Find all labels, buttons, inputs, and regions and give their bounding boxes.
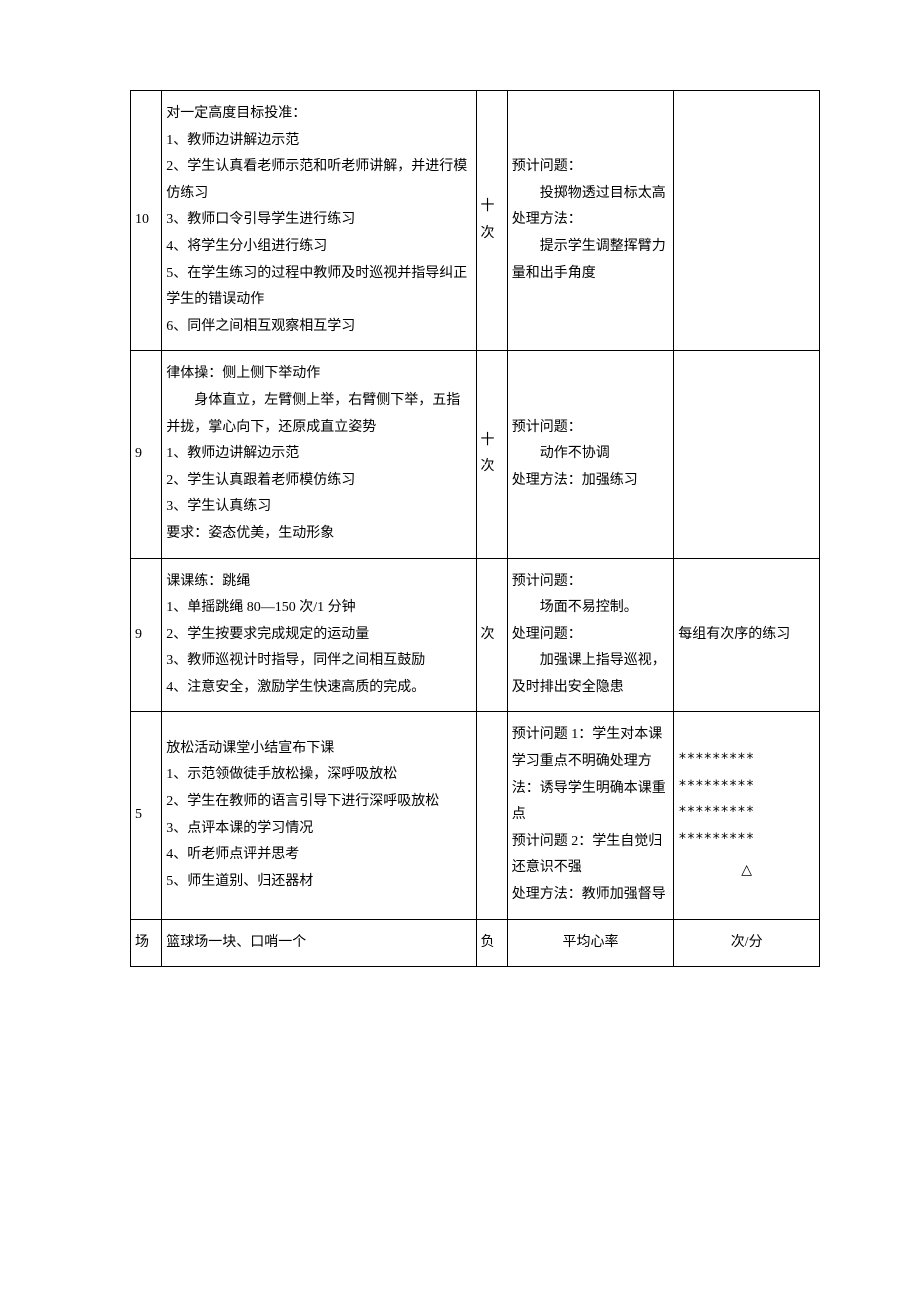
content-line: 身体直立，左臂侧上举，右臂侧下举，五指并拢，掌心向下，还原成直立姿势 <box>166 388 471 441</box>
notes-cell: ************************************△ <box>674 712 820 919</box>
content-cell: 放松活动课堂小结宣布下课1、示范领做徒手放松操，深呼吸放松2、学生在教师的语言引… <box>162 712 476 919</box>
issue-line: 预计问题 2：学生自觉归还意识不强 <box>512 829 670 882</box>
content-line: 1、教师边讲解边示范 <box>166 128 471 155</box>
issues-cell: 预计问题： 场面不易控制。处理问题： 加强课上指导巡视，及时排出安全隐患 <box>507 558 674 712</box>
note-line: ********* <box>678 746 815 773</box>
note-line: ********* <box>678 773 815 800</box>
count-cell: 十次 <box>476 91 507 351</box>
count-cell: 次 <box>476 558 507 712</box>
content-cell: 课课练：跳绳1、单摇跳绳 80—150 次/1 分钟2、学生按要求完成规定的运动… <box>162 558 476 712</box>
issue-line: 提示学生调整挥臂力量和出手角度 <box>512 234 670 287</box>
time-cell: 10 <box>131 91 162 351</box>
content-line: 律体操：侧上侧下举动作 <box>166 361 471 388</box>
issue-line: 加强课上指导巡视，及时排出安全隐患 <box>512 648 670 701</box>
content-line: 5、在学生练习的过程中教师及时巡视并指导纠正学生的错误动作 <box>166 261 471 314</box>
content-line: 3、点评本课的学习情况 <box>166 816 471 843</box>
note-line: 每组有次序的练习 <box>678 622 815 649</box>
content-line: 2、学生在教师的语言引导下进行深呼吸放松 <box>166 789 471 816</box>
time-cell: 9 <box>131 351 162 558</box>
content-line: 6、同伴之间相互观察相互学习 <box>166 314 471 341</box>
issues-cell: 预计问题 1：学生对本课学习重点不明确处理方法：诱导学生明确本课重点预计问题 2… <box>507 712 674 919</box>
footer-heart-rate-label: 平均心率 <box>507 919 674 967</box>
content-line: 2、学生按要求完成规定的运动量 <box>166 622 471 649</box>
content-line: 3、教师口令引导学生进行练习 <box>166 207 471 234</box>
content-line: 3、学生认真练习 <box>166 494 471 521</box>
content-line: 4、注意安全，激励学生快速高质的完成。 <box>166 675 471 702</box>
content-line: 2、学生认真跟着老师模仿练习 <box>166 468 471 495</box>
content-cell: 律体操：侧上侧下举动作 身体直立，左臂侧上举，右臂侧下举，五指并拢，掌心向下，还… <box>162 351 476 558</box>
table-row: 9课课练：跳绳1、单摇跳绳 80—150 次/1 分钟2、学生按要求完成规定的运… <box>131 558 820 712</box>
content-line: 4、听老师点评并思考 <box>166 842 471 869</box>
content-line: 5、师生道别、归还器材 <box>166 869 471 896</box>
table-row: 10对一定高度目标投准：1、教师边讲解边示范2、学生认真看老师示范和听老师讲解，… <box>131 91 820 351</box>
footer-equipment: 篮球场一块、口哨一个 <box>162 919 476 967</box>
issue-line: 处理方法： <box>512 207 670 234</box>
issue-line: 预计问题 1：学生对本课学习重点不明确处理方法：诱导学生明确本课重点 <box>512 722 670 828</box>
count-cell <box>476 712 507 919</box>
notes-cell <box>674 351 820 558</box>
time-cell: 5 <box>131 712 162 919</box>
issue-line: 预计问题： <box>512 154 670 181</box>
issues-cell: 预计问题： 投掷物透过目标太高处理方法： 提示学生调整挥臂力量和出手角度 <box>507 91 674 351</box>
footer-label-1: 场 <box>131 919 162 967</box>
lesson-plan-table: 10对一定高度目标投准：1、教师边讲解边示范2、学生认真看老师示范和听老师讲解，… <box>130 90 820 967</box>
table-row: 5放松活动课堂小结宣布下课1、示范领做徒手放松操，深呼吸放松2、学生在教师的语言… <box>131 712 820 919</box>
content-line: 对一定高度目标投准： <box>166 101 471 128</box>
issue-line: 处理方法：加强练习 <box>512 468 670 495</box>
note-line: ********* <box>678 826 815 853</box>
issue-line: 动作不协调 <box>512 441 670 468</box>
notes-cell: 每组有次序的练习 <box>674 558 820 712</box>
issue-line: 处理问题： <box>512 622 670 649</box>
content-line: 3、教师巡视计时指导，同伴之间相互鼓励 <box>166 648 471 675</box>
content-line: 1、单摇跳绳 80—150 次/1 分钟 <box>166 595 471 622</box>
issue-line: 投掷物透过目标太高 <box>512 181 670 208</box>
issue-line: 处理方法：教师加强督导 <box>512 882 670 909</box>
count-cell: 十次 <box>476 351 507 558</box>
issue-line: 预计问题： <box>512 569 670 596</box>
time-cell: 9 <box>131 558 162 712</box>
issue-line: 场面不易控制。 <box>512 595 670 622</box>
footer-heart-rate-unit: 次/分 <box>674 919 820 967</box>
content-line: 2、学生认真看老师示范和听老师讲解，并进行模仿练习 <box>166 154 471 207</box>
table-row: 9律体操：侧上侧下举动作 身体直立，左臂侧上举，右臂侧下举，五指并拢，掌心向下，… <box>131 351 820 558</box>
footer-label-2: 负 <box>476 919 507 967</box>
note-line: ********* <box>678 799 815 826</box>
content-line: 4、将学生分小组进行练习 <box>166 234 471 261</box>
notes-cell <box>674 91 820 351</box>
content-cell: 对一定高度目标投准：1、教师边讲解边示范2、学生认真看老师示范和听老师讲解，并进… <box>162 91 476 351</box>
footer-row: 场篮球场一块、口哨一个负平均心率次/分 <box>131 919 820 967</box>
content-line: 1、教师边讲解边示范 <box>166 441 471 468</box>
issues-cell: 预计问题： 动作不协调处理方法：加强练习 <box>507 351 674 558</box>
content-line: 课课练：跳绳 <box>166 569 471 596</box>
note-line: △ <box>678 858 815 885</box>
content-line: 放松活动课堂小结宣布下课 <box>166 736 471 763</box>
content-line: 要求：姿态优美，生动形象 <box>166 521 471 548</box>
issue-line: 预计问题： <box>512 415 670 442</box>
content-line: 1、示范领做徒手放松操，深呼吸放松 <box>166 762 471 789</box>
